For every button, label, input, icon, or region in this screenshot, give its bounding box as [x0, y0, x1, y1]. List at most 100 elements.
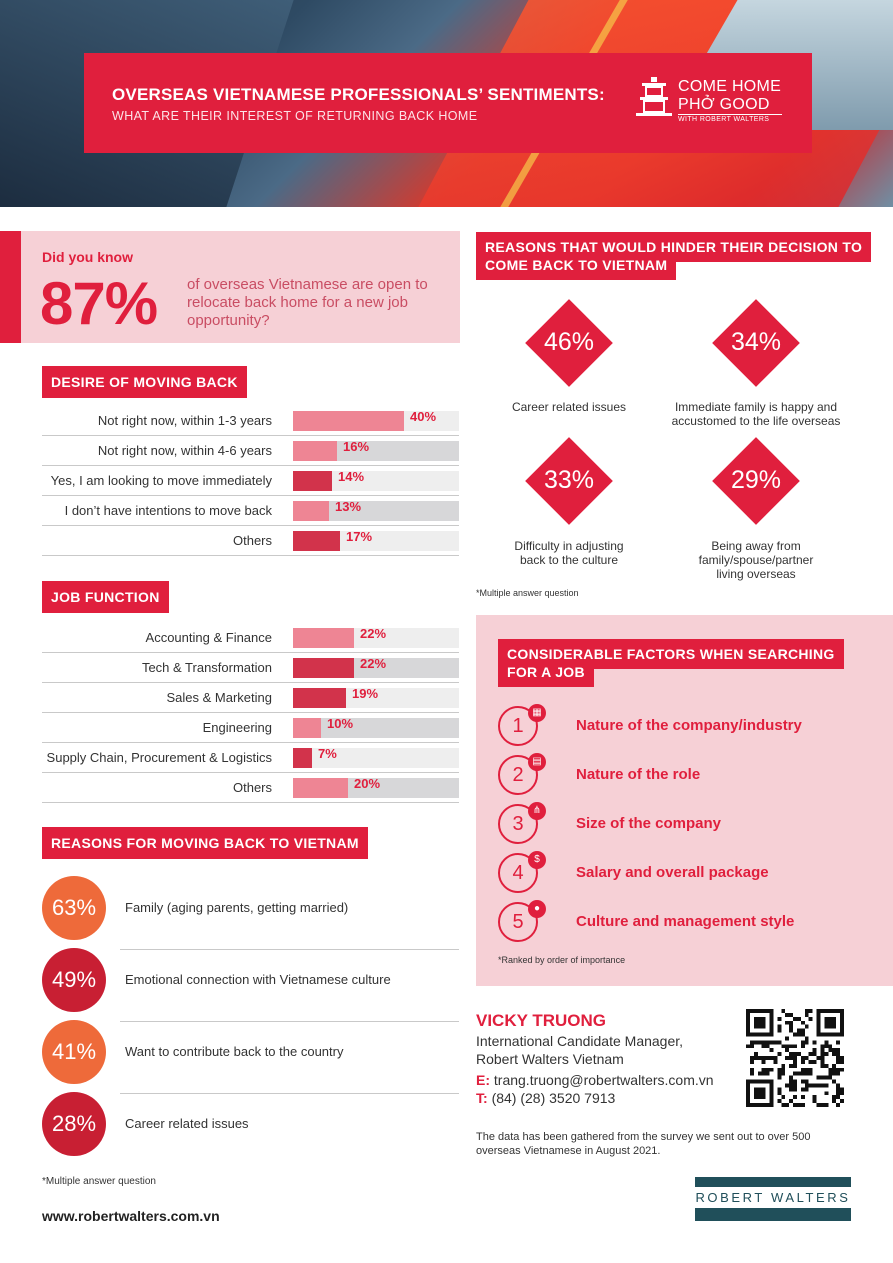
reason-item: 41% Want to contribute back to the countr…	[42, 1020, 459, 1094]
factor-text: Size of the company	[576, 815, 722, 832]
factor-rank: 3	[498, 804, 538, 844]
bar-fill	[293, 411, 404, 431]
bar-fill	[293, 718, 321, 738]
hinder-percent: 29%	[730, 466, 782, 494]
robert-walters-logo: ROBERT WALTERS	[695, 1177, 851, 1221]
bar-value: 40%	[410, 409, 437, 424]
bar-label: Others	[232, 533, 272, 548]
hinder-caption: Being away from family/spouse/partner livi…	[656, 539, 856, 581]
caption-line: back to the culture	[519, 553, 619, 567]
building-icon: ▦	[528, 704, 546, 722]
headline-text: of overseas Vietnamese are open to reloc…	[187, 276, 428, 329]
factor-item: 4 $ Salary and overall package	[498, 851, 878, 893]
bar-label: Engineering	[202, 720, 272, 735]
bar-track	[293, 411, 459, 431]
job-heading: JOB FUNCTION	[42, 581, 169, 613]
contact-role-line-2: Robert Walters Vietnam	[476, 1051, 624, 1067]
come-home-logo: COME HOME PHỞ GOOD WITH ROBERT WALTERS	[636, 75, 796, 131]
bar-fill	[293, 778, 348, 798]
logo-line-3: WITH ROBERT WALTERS	[678, 114, 782, 123]
bar-label: Sales & Marketing	[166, 690, 273, 705]
bar-fill	[293, 658, 354, 678]
bar-value: 13%	[335, 499, 362, 514]
bar-fill	[293, 441, 337, 461]
bar-track	[293, 778, 459, 798]
website-link[interactable]: www.robertwalters.com.vn	[42, 1208, 220, 1224]
factors-footnote: *Ranked by order of importance	[498, 955, 626, 965]
phone-label: T:	[476, 1090, 488, 1106]
hinder-caption: Difficulty in adjusting back to the cultu…	[469, 539, 669, 567]
page-subtitle: WHAT ARE THEIR INTEREST OF RETURNING BAC…	[112, 109, 478, 123]
bar-fill	[293, 471, 332, 491]
document-icon: ▤	[528, 753, 546, 771]
reason-text: Emotional connection with Vietnamese cul…	[125, 972, 391, 987]
bar-value: 22%	[360, 656, 387, 671]
phone-value[interactable]: (84) (28) 3520 7913	[491, 1090, 616, 1106]
factor-item: 1 ▦ Nature of the company/industry	[498, 704, 878, 746]
bar-value: 17%	[346, 529, 373, 544]
bar-label: Not right now, within 1-3 years	[97, 413, 272, 428]
bar-label: Others	[232, 780, 272, 795]
hinder-footnote: *Multiple answer question	[476, 588, 579, 598]
headline-percent: 87%	[40, 270, 158, 337]
qr-code[interactable]	[746, 1009, 844, 1107]
caption-line: accustomed to the life overseas	[671, 414, 841, 428]
factor-rank: 5	[498, 902, 538, 942]
bar-row: Accounting & Finance 22%	[42, 623, 459, 653]
contact-role-line-1: International Candidate Manager,	[476, 1033, 684, 1049]
bar-label: Accounting & Finance	[145, 630, 272, 645]
bar-value: 14%	[338, 469, 365, 484]
bar-row: Engineering 10%	[42, 713, 459, 743]
email-value[interactable]: trang.truong@robertwalters.com.vn	[493, 1072, 714, 1088]
bar-fill	[293, 748, 312, 768]
bar-track	[293, 628, 459, 648]
bar-label: I don’t have intentions to move back	[64, 503, 272, 518]
factor-text: Culture and management style	[576, 913, 795, 930]
accent-bar	[0, 231, 21, 343]
logo-line-2: PHỞ GOOD	[678, 96, 770, 113]
contact-phone[interactable]: T: (84) (28) 3520 7913	[476, 1090, 615, 1106]
hinder-percent: 34%	[730, 328, 782, 356]
factor-rank: 4	[498, 853, 538, 893]
did-you-know-panel: Did you know 87% of overseas Vietnamese …	[0, 231, 460, 343]
bar-value: 10%	[327, 716, 354, 731]
caption-line: Being away from	[711, 539, 801, 553]
bar-row: Others 20%	[42, 773, 459, 803]
divider	[120, 949, 459, 950]
factor-rank: 2	[498, 755, 538, 795]
bar-row: Not right now, within 1-3 years 40%	[42, 406, 459, 436]
reason-text: Career related issues	[125, 1116, 249, 1131]
caption-line: Career related issues	[511, 400, 627, 414]
bar-value: 16%	[343, 439, 370, 454]
bar-track	[293, 748, 459, 768]
title-banner: OVERSEAS VIETNAMESE PROFESSIONALS’ SENTI…	[84, 53, 812, 153]
factors-heading-line-2: FOR A JOB	[498, 661, 594, 687]
divider	[120, 1093, 459, 1094]
bar-row: I don’t have intentions to move back 13%	[42, 496, 459, 526]
reason-percent-circle: 41%	[42, 1020, 106, 1084]
divider	[120, 1021, 459, 1022]
reason-percent-circle: 49%	[42, 948, 106, 1012]
bar-value: 22%	[360, 626, 387, 641]
reason-percent-circle: 63%	[42, 876, 106, 940]
factor-text: Nature of the company/industry	[576, 717, 802, 734]
reason-percent-circle: 28%	[42, 1092, 106, 1156]
bar-label: Not right now, within 4-6 years	[97, 443, 272, 458]
bar-track	[293, 688, 459, 708]
email-label: E:	[476, 1072, 490, 1088]
reason-item: 28% Career related issues	[42, 1092, 459, 1164]
bar-value: 20%	[354, 776, 381, 791]
factor-text: Nature of the role	[576, 766, 701, 783]
contact-email[interactable]: E: trang.truong@robertwalters.com.vn	[476, 1072, 714, 1088]
desire-heading: DESIRE OF MOVING BACK	[42, 366, 247, 398]
bar-label: Tech & Transformation	[141, 660, 272, 675]
pagoda-icon	[636, 77, 672, 116]
contact-name: VICKY TRUONG	[476, 1011, 607, 1030]
hinder-caption: Immediate family is happy and accustomed …	[656, 400, 856, 428]
money-hand-icon: $	[528, 851, 546, 869]
caption-line: family/spouse/partner	[698, 553, 814, 567]
reasons-back-heading: REASONS FOR MOVING BACK TO VIETNAM	[42, 827, 368, 859]
reasons-back-footnote: *Multiple answer question	[42, 1176, 156, 1187]
brand-name: ROBERT WALTERS	[695, 1190, 851, 1205]
bar-fill	[293, 501, 329, 521]
